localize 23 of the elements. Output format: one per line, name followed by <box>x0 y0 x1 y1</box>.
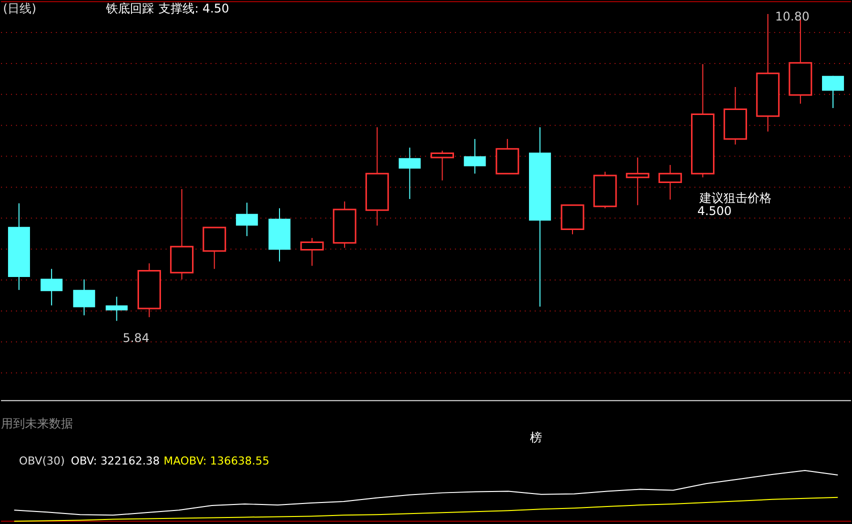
candlestick <box>464 138 486 174</box>
candlestick <box>626 157 650 206</box>
candlestick <box>300 237 324 266</box>
candlestick <box>106 296 128 322</box>
annotation: 5.84 <box>122 330 150 345</box>
text: 榜 <box>530 430 542 445</box>
text: MAOBV: 136638.55 <box>164 454 270 468</box>
chart-title: OBV(30) <box>18 454 65 468</box>
candlestick <box>658 164 682 200</box>
text: OBV: 322162.38 <box>70 454 160 468</box>
candlestick <box>73 278 96 316</box>
annotation: 建议狙击价格 <box>698 191 772 206</box>
annotation: 铁底回踩 <box>104 2 154 16</box>
annotation: 10.80 <box>775 10 810 24</box>
annotation: 4.500 <box>697 204 732 218</box>
candlestick <box>430 150 454 181</box>
chart-title: (日线) <box>2 2 36 16</box>
candlestick <box>40 268 63 306</box>
candlestick <box>398 147 421 200</box>
text: 用到未来数据 <box>1 416 73 431</box>
annotation: 支撑线: 4.50 <box>158 2 230 16</box>
candlestick <box>202 226 226 270</box>
candlestick <box>236 202 258 237</box>
